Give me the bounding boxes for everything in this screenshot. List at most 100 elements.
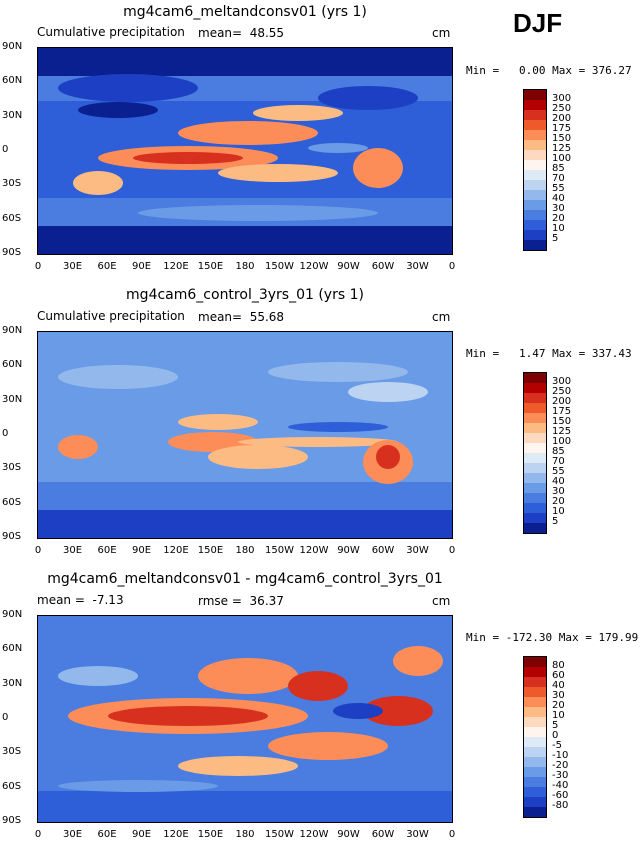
panel-3-units: cm: [432, 594, 451, 608]
colorbar-swatch: [524, 797, 546, 807]
colorbar-tick-label: 125: [552, 143, 572, 154]
latitude-tick-label: 60S: [2, 212, 22, 224]
colorbar-tick-label: -10: [552, 750, 569, 761]
panel-2-colorbar: [523, 372, 547, 534]
latitude-tick-label: 60N: [2, 643, 23, 655]
colorbar-swatch: [524, 200, 546, 210]
longitude-tick-label: 150W: [265, 261, 294, 272]
colorbar-tick-label: 125: [552, 426, 572, 437]
panel-1-units: cm: [432, 26, 451, 40]
colorbar-swatch: [524, 130, 546, 140]
latitude-tick-label: 90N: [2, 325, 23, 336]
latitude-tick-label: 90S: [2, 815, 22, 826]
colorbar-swatch: [524, 787, 546, 797]
colorbar-swatch: [524, 100, 546, 110]
colorbar-swatch: [524, 240, 546, 250]
colorbar-tick-label: -40: [552, 780, 569, 791]
panel-3-mean-label: mean = -7.13: [37, 593, 124, 607]
longitude-tick-label: 0: [448, 261, 456, 272]
colorbar-tick-label: 10: [552, 223, 565, 234]
longitude-tick-label: 120E: [163, 261, 189, 272]
colorbar-tick-label: 20: [552, 496, 565, 507]
colorbar-tick-label: 5: [552, 233, 559, 244]
panel-3-map: [37, 615, 453, 823]
colorbar-tick-label: 30: [552, 203, 565, 214]
colorbar-tick-label: 85: [552, 446, 565, 457]
panel-3-min-max: Min = -172.30 Max = 179.99: [466, 631, 639, 644]
latitude-tick-label: 30N: [2, 677, 23, 689]
colorbar-tick-label: 30: [552, 690, 565, 701]
longitude-tick-label: 30E: [62, 545, 83, 556]
colorbar-tick-label: 300: [552, 376, 572, 387]
longitude-tick-label: 30W: [406, 545, 429, 556]
colorbar-tick-label: 30: [552, 486, 565, 497]
longitude-tick-label: 30E: [62, 261, 83, 272]
longitude-tick-label: 150W: [265, 829, 294, 840]
longitude-tick-label: 60E: [97, 829, 117, 840]
panel-1-mean-label: mean= 48.55: [198, 26, 285, 40]
colorbar-swatch: [524, 463, 546, 473]
colorbar-tick-label: 70: [552, 456, 565, 467]
colorbar-swatch: [524, 493, 546, 503]
longitude-tick-label: 0: [34, 829, 42, 840]
longitude-tick-label: 90E: [131, 829, 152, 840]
colorbar-swatch: [524, 423, 546, 433]
latitude-tick-label: 90S: [2, 531, 22, 542]
panel-2-min-max: Min = 1.47 Max = 337.43: [466, 347, 632, 360]
latitude-tick-label: 30S: [2, 462, 22, 474]
colorbar-swatch: [524, 160, 546, 170]
panel-2-units: cm: [432, 310, 451, 324]
colorbar-tick-label: 10: [552, 506, 565, 517]
latitude-tick-label: 90N: [2, 609, 23, 620]
colorbar-swatch: [524, 433, 546, 443]
colorbar-tick-label: 20: [552, 213, 565, 224]
longitude-tick-label: 60W: [371, 261, 395, 272]
latitude-tick-label: 0: [2, 712, 9, 723]
colorbar-swatch: [524, 657, 546, 667]
colorbar-swatch: [524, 747, 546, 757]
colorbar-swatch: [524, 777, 546, 787]
panel-2-mean-label: mean= 55.68: [198, 310, 285, 324]
colorbar-swatch: [524, 170, 546, 180]
longitude-tick-label: 90E: [131, 261, 152, 272]
colorbar-swatch: [524, 757, 546, 767]
longitude-tick-label: 0: [448, 829, 456, 840]
colorbar-swatch: [524, 120, 546, 130]
colorbar-swatch: [524, 727, 546, 737]
panel-2-variable-label: Cumulative precipitation: [37, 309, 185, 323]
latitude-tick-label: 30N: [2, 109, 23, 121]
panel-1-title: mg4cam6_meltandconsv01 (yrs 1): [123, 4, 367, 20]
panel-2-map: [37, 331, 453, 539]
longitude-tick-label: 180: [235, 261, 255, 272]
latitude-tick-label: 0: [2, 428, 9, 439]
colorbar-swatch: [524, 453, 546, 463]
colorbar-swatch: [524, 667, 546, 677]
panel-1-colorbar: [523, 89, 547, 251]
panel-2-precip-field: [38, 332, 452, 538]
colorbar-swatch: [524, 383, 546, 393]
colorbar-tick-label: 250: [552, 386, 572, 397]
colorbar-tick-label: -60: [552, 790, 569, 801]
longitude-tick-label: 30W: [406, 829, 429, 840]
colorbar-swatch: [524, 697, 546, 707]
colorbar-swatch: [524, 190, 546, 200]
latitude-tick-label: 0: [2, 144, 9, 155]
colorbar-tick-label: -30: [552, 770, 569, 781]
longitude-tick-label: 120E: [163, 829, 189, 840]
colorbar-swatch: [524, 513, 546, 523]
colorbar-swatch: [524, 473, 546, 483]
panel-1-map: [37, 47, 453, 255]
colorbar-tick-label: 100: [552, 436, 572, 447]
longitude-tick-label: 0: [34, 261, 42, 272]
panel-3-title: mg4cam6_meltandconsv01 - mg4cam6_control…: [47, 571, 443, 587]
colorbar-tick-label: 150: [552, 133, 572, 144]
colorbar-swatch: [524, 403, 546, 413]
colorbar-swatch: [524, 483, 546, 493]
colorbar-tick-label: 55: [552, 466, 565, 477]
season-label: DJF: [513, 8, 563, 38]
colorbar-swatch: [524, 210, 546, 220]
longitude-tick-label: 150E: [197, 545, 224, 556]
colorbar-tick-label: 60: [552, 670, 565, 681]
longitude-tick-label: 60W: [371, 545, 395, 556]
colorbar-tick-label: -5: [552, 740, 562, 751]
